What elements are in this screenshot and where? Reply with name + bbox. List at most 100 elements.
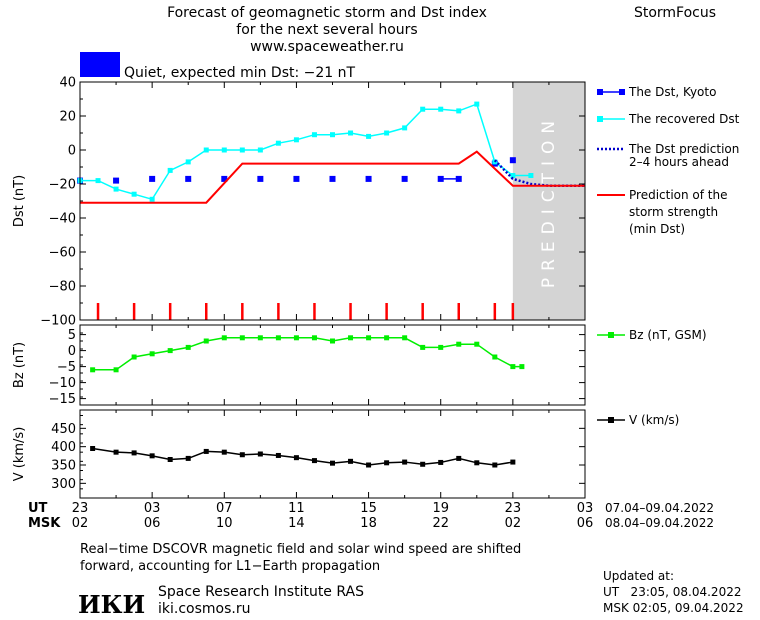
point-1-0-20 <box>456 341 462 347</box>
ytick-label-2-0: 450 <box>51 422 76 437</box>
point-0-1-4 <box>149 196 155 202</box>
point-1-0-14 <box>348 335 354 341</box>
ytick-label-0-4: −40 <box>49 212 76 227</box>
series-line-0-1 <box>80 103 531 201</box>
point-2-0-8 <box>239 452 245 458</box>
legend-dst: The Dst, Kyoto The recovered Dst The Dst… <box>597 85 740 236</box>
point-2-0-20 <box>456 455 462 461</box>
point-0-0-1 <box>113 177 120 184</box>
msk-tick-label-3: 14 <box>288 516 305 531</box>
point-0-0-8 <box>365 175 372 182</box>
msk-tick-label-2: 10 <box>216 516 233 531</box>
legend-kyoto-marker-2 <box>619 89 625 95</box>
point-1-0-24 <box>519 364 525 370</box>
ytick-label-1-4: −15 <box>49 392 76 407</box>
institute-site[interactable]: iki.cosmos.ru <box>158 601 250 617</box>
status-color-box <box>80 52 120 77</box>
ytick-label-1-3: −10 <box>49 376 76 391</box>
ut-tick-label-0: 23 <box>72 501 89 516</box>
point-0-1-16 <box>366 133 372 139</box>
legend-strength-label: Prediction of the <box>629 188 728 202</box>
legend-kyoto-label: The Dst, Kyoto <box>628 85 716 99</box>
point-2-0-9 <box>257 451 263 457</box>
status-text: Quiet, expected min Dst: −21 nT <box>124 65 356 81</box>
point-1-0-12 <box>311 335 317 341</box>
point-0-1-3 <box>131 191 137 197</box>
point-0-0-2 <box>149 175 156 182</box>
ytick-label-2-3: 300 <box>51 477 76 492</box>
point-0-1-6 <box>185 159 191 165</box>
point-2-0-13 <box>330 460 335 466</box>
point-2-0-14 <box>348 458 354 464</box>
point-2-0-22 <box>492 462 498 468</box>
panel-frame-0 <box>79 81 586 321</box>
point-2-0-5 <box>185 455 191 461</box>
point-2-0-18 <box>420 461 426 467</box>
point-0-0-5 <box>257 175 264 182</box>
point-0-1-18 <box>402 125 408 131</box>
msk-tick-label-6: 02 <box>505 516 522 531</box>
legend-prediction-label-2: 2–4 hours ahead <box>629 155 729 169</box>
legend-strength-label-2: storm strength <box>629 205 718 219</box>
point-0-1-13 <box>311 132 317 138</box>
panel-frame-1 <box>79 324 586 406</box>
point-0-1-8 <box>221 147 227 153</box>
legend-bz-marker <box>608 332 614 338</box>
point-0-1-1 <box>95 178 101 184</box>
point-1-0-15 <box>366 335 372 341</box>
updated-ut: UT 23:05, 08.04.2022 <box>603 585 741 599</box>
point-1-0-10 <box>275 335 281 341</box>
ytick-label-0-7: −100 <box>40 314 76 329</box>
point-0-1-21 <box>456 108 462 114</box>
ytick-label-0-0: 40 <box>59 76 76 91</box>
ut-label: UT <box>28 501 48 516</box>
msk-tick-label-7: 06 <box>577 516 594 531</box>
ut-tick-label-1: 03 <box>144 501 161 516</box>
point-0-1-19 <box>420 106 426 112</box>
point-0-1-24 <box>510 173 516 178</box>
point-2-0-12 <box>311 458 317 464</box>
msk-tick-label-5: 22 <box>432 516 449 531</box>
point-0-1-25 <box>528 173 534 178</box>
ut-dates: 07.04–09.04.2022 <box>605 501 714 515</box>
point-2-0-11 <box>293 455 299 461</box>
point-0-0-3 <box>185 175 192 182</box>
point-0-1-10 <box>257 147 263 153</box>
footer-note-2: forward, accounting for L1−Earth propaga… <box>80 559 380 574</box>
ylabel-1: Bz (nT) <box>12 342 27 388</box>
point-0-0-13 <box>509 157 516 164</box>
updated-msk: MSK 02:05, 09.04.2022 <box>603 601 744 615</box>
ytick-label-0-6: −80 <box>49 280 76 295</box>
msk-tick-label-0: 02 <box>72 516 89 531</box>
panel-1: 50−5−10−15 Bz (nT) <box>12 324 586 407</box>
ytick-label-0-5: −60 <box>49 246 76 261</box>
series-line-0-3 <box>80 150 585 204</box>
point-0-1-20 <box>438 106 444 112</box>
point-1-0-3 <box>149 351 155 357</box>
point-1-0-1 <box>113 367 119 373</box>
legend-kyoto-marker <box>597 89 603 95</box>
point-1-0-21 <box>474 341 480 347</box>
point-2-0-15 <box>366 462 372 468</box>
point-0-1-17 <box>384 130 390 136</box>
point-1-0-11 <box>293 335 299 341</box>
footer-note-1: Real−time DSCOVR magnetic field and sola… <box>80 542 521 557</box>
ylabel-2: V (km/s) <box>12 427 27 482</box>
series-line-2-0 <box>92 447 513 466</box>
point-0-1-2 <box>113 186 119 192</box>
point-0-1-11 <box>275 140 281 146</box>
point-2-0-23 <box>510 459 516 465</box>
point-1-0-8 <box>239 335 245 341</box>
point-1-0-17 <box>402 335 408 341</box>
ylabel-0: Dst (nT) <box>12 175 27 227</box>
point-0-1-9 <box>239 147 245 153</box>
brand-name: StormFocus <box>634 5 716 21</box>
point-1-0-9 <box>257 335 263 341</box>
point-2-0-17 <box>402 459 408 465</box>
institute-site-link[interactable]: iki.cosmos.ru <box>158 601 250 617</box>
ut-tick-label-5: 19 <box>432 501 449 516</box>
title-line-3: www.spaceweather.ru <box>250 39 404 55</box>
point-1-0-4 <box>167 348 173 354</box>
point-1-0-7 <box>221 335 227 341</box>
